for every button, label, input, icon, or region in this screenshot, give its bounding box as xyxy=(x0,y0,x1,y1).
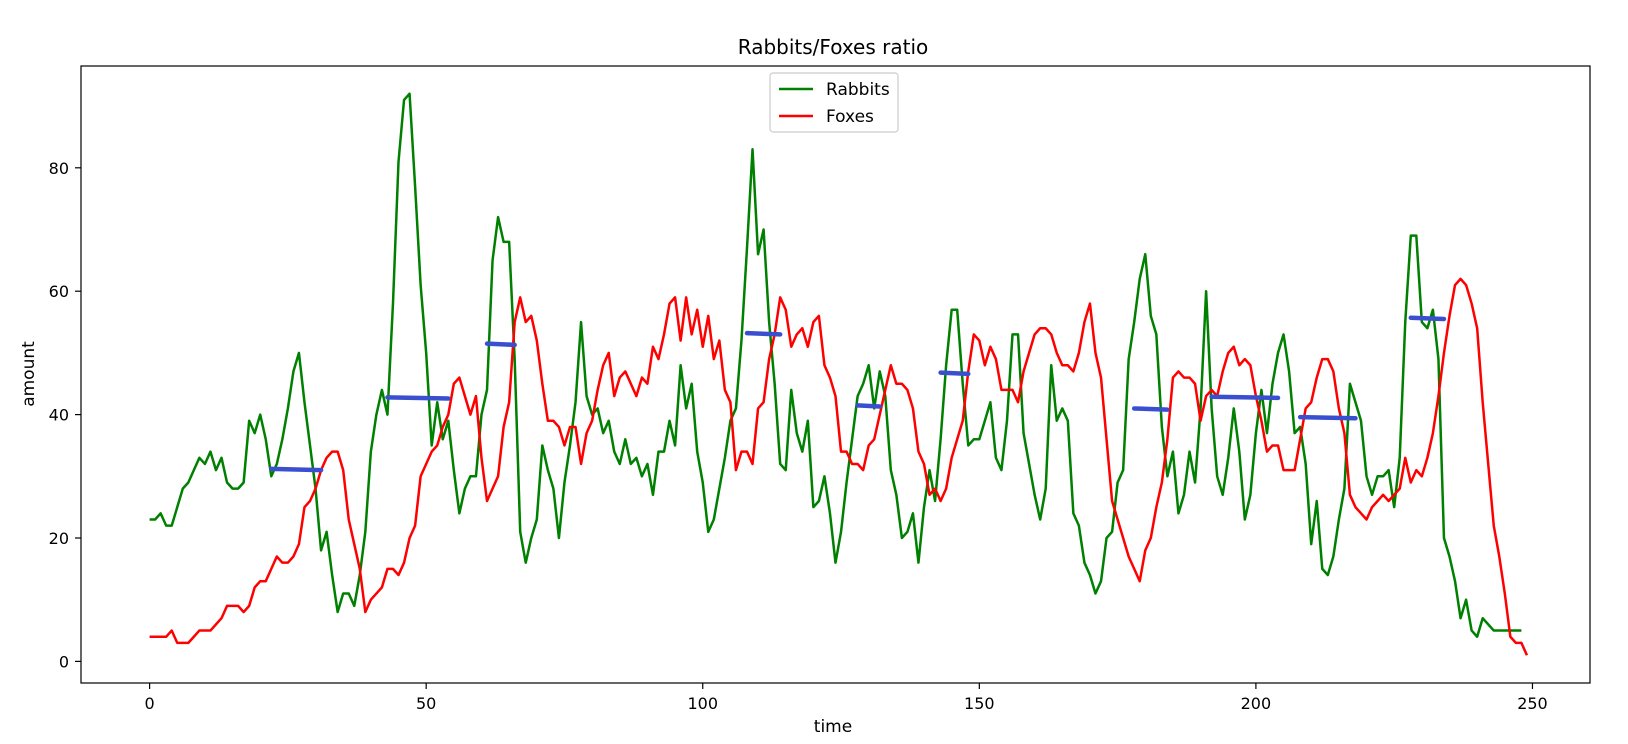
y-tick-label: 80 xyxy=(49,159,69,178)
x-tick-label: 150 xyxy=(964,694,995,713)
mean-mark xyxy=(744,330,783,337)
x-tick-label: 200 xyxy=(1241,694,1272,713)
legend-rabbits-label: Rabbits xyxy=(826,80,890,100)
y-tick-label: 0 xyxy=(59,652,69,671)
series-line-rabbits xyxy=(149,92,1522,638)
mean-mark xyxy=(1131,406,1170,412)
x-tick-label: 50 xyxy=(416,694,436,713)
y-tick-label: 20 xyxy=(49,529,69,548)
x-tick-label: 250 xyxy=(1517,694,1548,713)
x-axis: 0 50 100 150 200 250 xyxy=(144,683,1548,713)
x-tick-label: 100 xyxy=(687,694,718,713)
mean-mark xyxy=(1297,414,1358,421)
mean-mark xyxy=(938,370,971,377)
mean-mark xyxy=(484,341,517,348)
mean-marks-layer xyxy=(269,315,1447,473)
x-tick-label: 0 xyxy=(144,694,154,713)
y-axis-label: amount xyxy=(19,341,39,407)
series-line-foxes xyxy=(149,277,1529,656)
series-layer xyxy=(149,92,1529,656)
chart-title: Rabbits/Foxes ratio xyxy=(738,35,929,59)
legend: Rabbits Foxes xyxy=(769,72,899,133)
x-axis-label: time xyxy=(814,717,852,737)
mean-mark xyxy=(269,466,324,473)
mean-mark xyxy=(385,395,451,401)
legend-foxes-label: Foxes xyxy=(826,107,874,127)
y-axis: 0 20 40 60 80 xyxy=(49,159,81,671)
mean-mark xyxy=(1408,315,1447,322)
mean-mark xyxy=(855,403,882,409)
mean-mark xyxy=(1209,394,1281,401)
plot-frame xyxy=(80,65,1591,684)
y-tick-label: 60 xyxy=(49,282,69,301)
y-tick-label: 40 xyxy=(49,406,69,425)
